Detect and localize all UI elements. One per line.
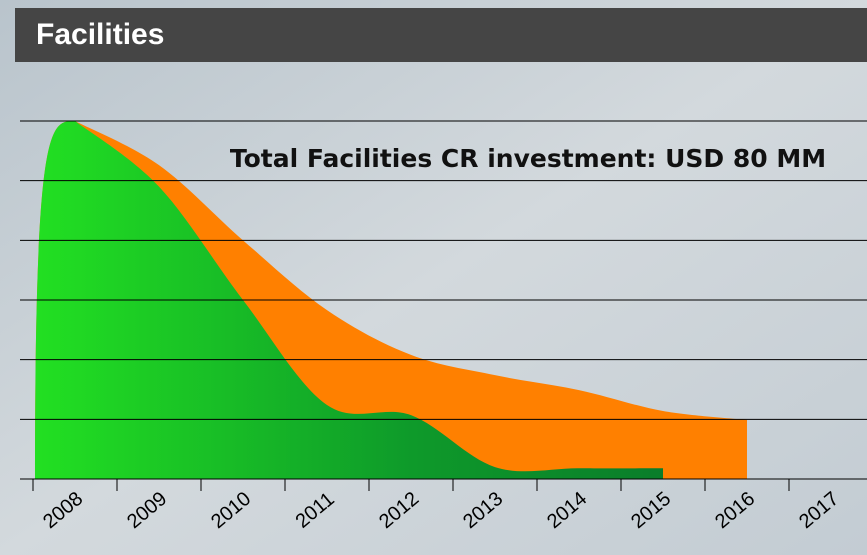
annotation: Total Facilities CR investment: USD 80 M… bbox=[230, 144, 826, 173]
slide: Facilities 20082009201020112012201320142… bbox=[0, 0, 867, 555]
header-title: Facilities bbox=[36, 18, 164, 51]
